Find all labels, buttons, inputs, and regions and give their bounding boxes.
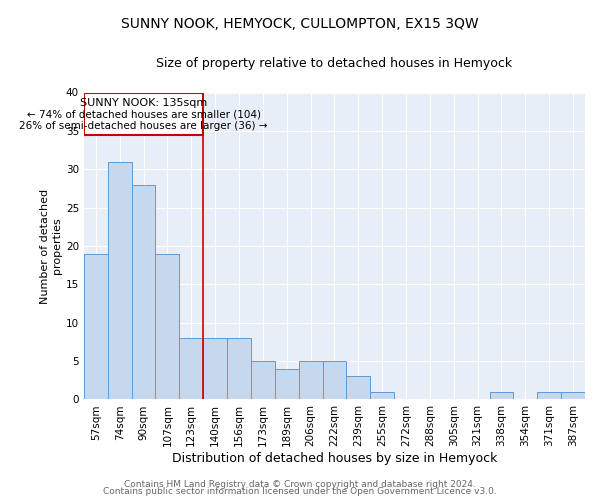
- Bar: [370, 392, 394, 400]
- X-axis label: Distribution of detached houses by size in Hemyock: Distribution of detached houses by size …: [172, 452, 497, 465]
- Text: 26% of semi-detached houses are larger (36) →: 26% of semi-detached houses are larger (…: [19, 122, 268, 132]
- Text: ← 74% of detached houses are smaller (104): ← 74% of detached houses are smaller (10…: [26, 110, 260, 120]
- Bar: [346, 376, 370, 400]
- Text: SUNNY NOOK, HEMYOCK, CULLOMPTON, EX15 3QW: SUNNY NOOK, HEMYOCK, CULLOMPTON, EX15 3Q…: [121, 18, 479, 32]
- Bar: [323, 361, 346, 400]
- Bar: [131, 184, 155, 400]
- Bar: [203, 338, 227, 400]
- Bar: [108, 162, 131, 400]
- Bar: [537, 392, 561, 400]
- Bar: [561, 392, 585, 400]
- Y-axis label: Number of detached
properties: Number of detached properties: [40, 188, 62, 304]
- Bar: [251, 361, 275, 400]
- Bar: [179, 338, 203, 400]
- Text: Contains public sector information licensed under the Open Government Licence v3: Contains public sector information licen…: [103, 487, 497, 496]
- Bar: [84, 254, 108, 400]
- Text: Contains HM Land Registry data © Crown copyright and database right 2024.: Contains HM Land Registry data © Crown c…: [124, 480, 476, 489]
- Bar: [490, 392, 514, 400]
- Bar: [84, 92, 203, 134]
- Bar: [155, 254, 179, 400]
- Bar: [227, 338, 251, 400]
- Bar: [275, 369, 299, 400]
- Text: SUNNY NOOK: 135sqm: SUNNY NOOK: 135sqm: [80, 98, 207, 108]
- Title: Size of property relative to detached houses in Hemyock: Size of property relative to detached ho…: [157, 58, 512, 70]
- Bar: [299, 361, 323, 400]
